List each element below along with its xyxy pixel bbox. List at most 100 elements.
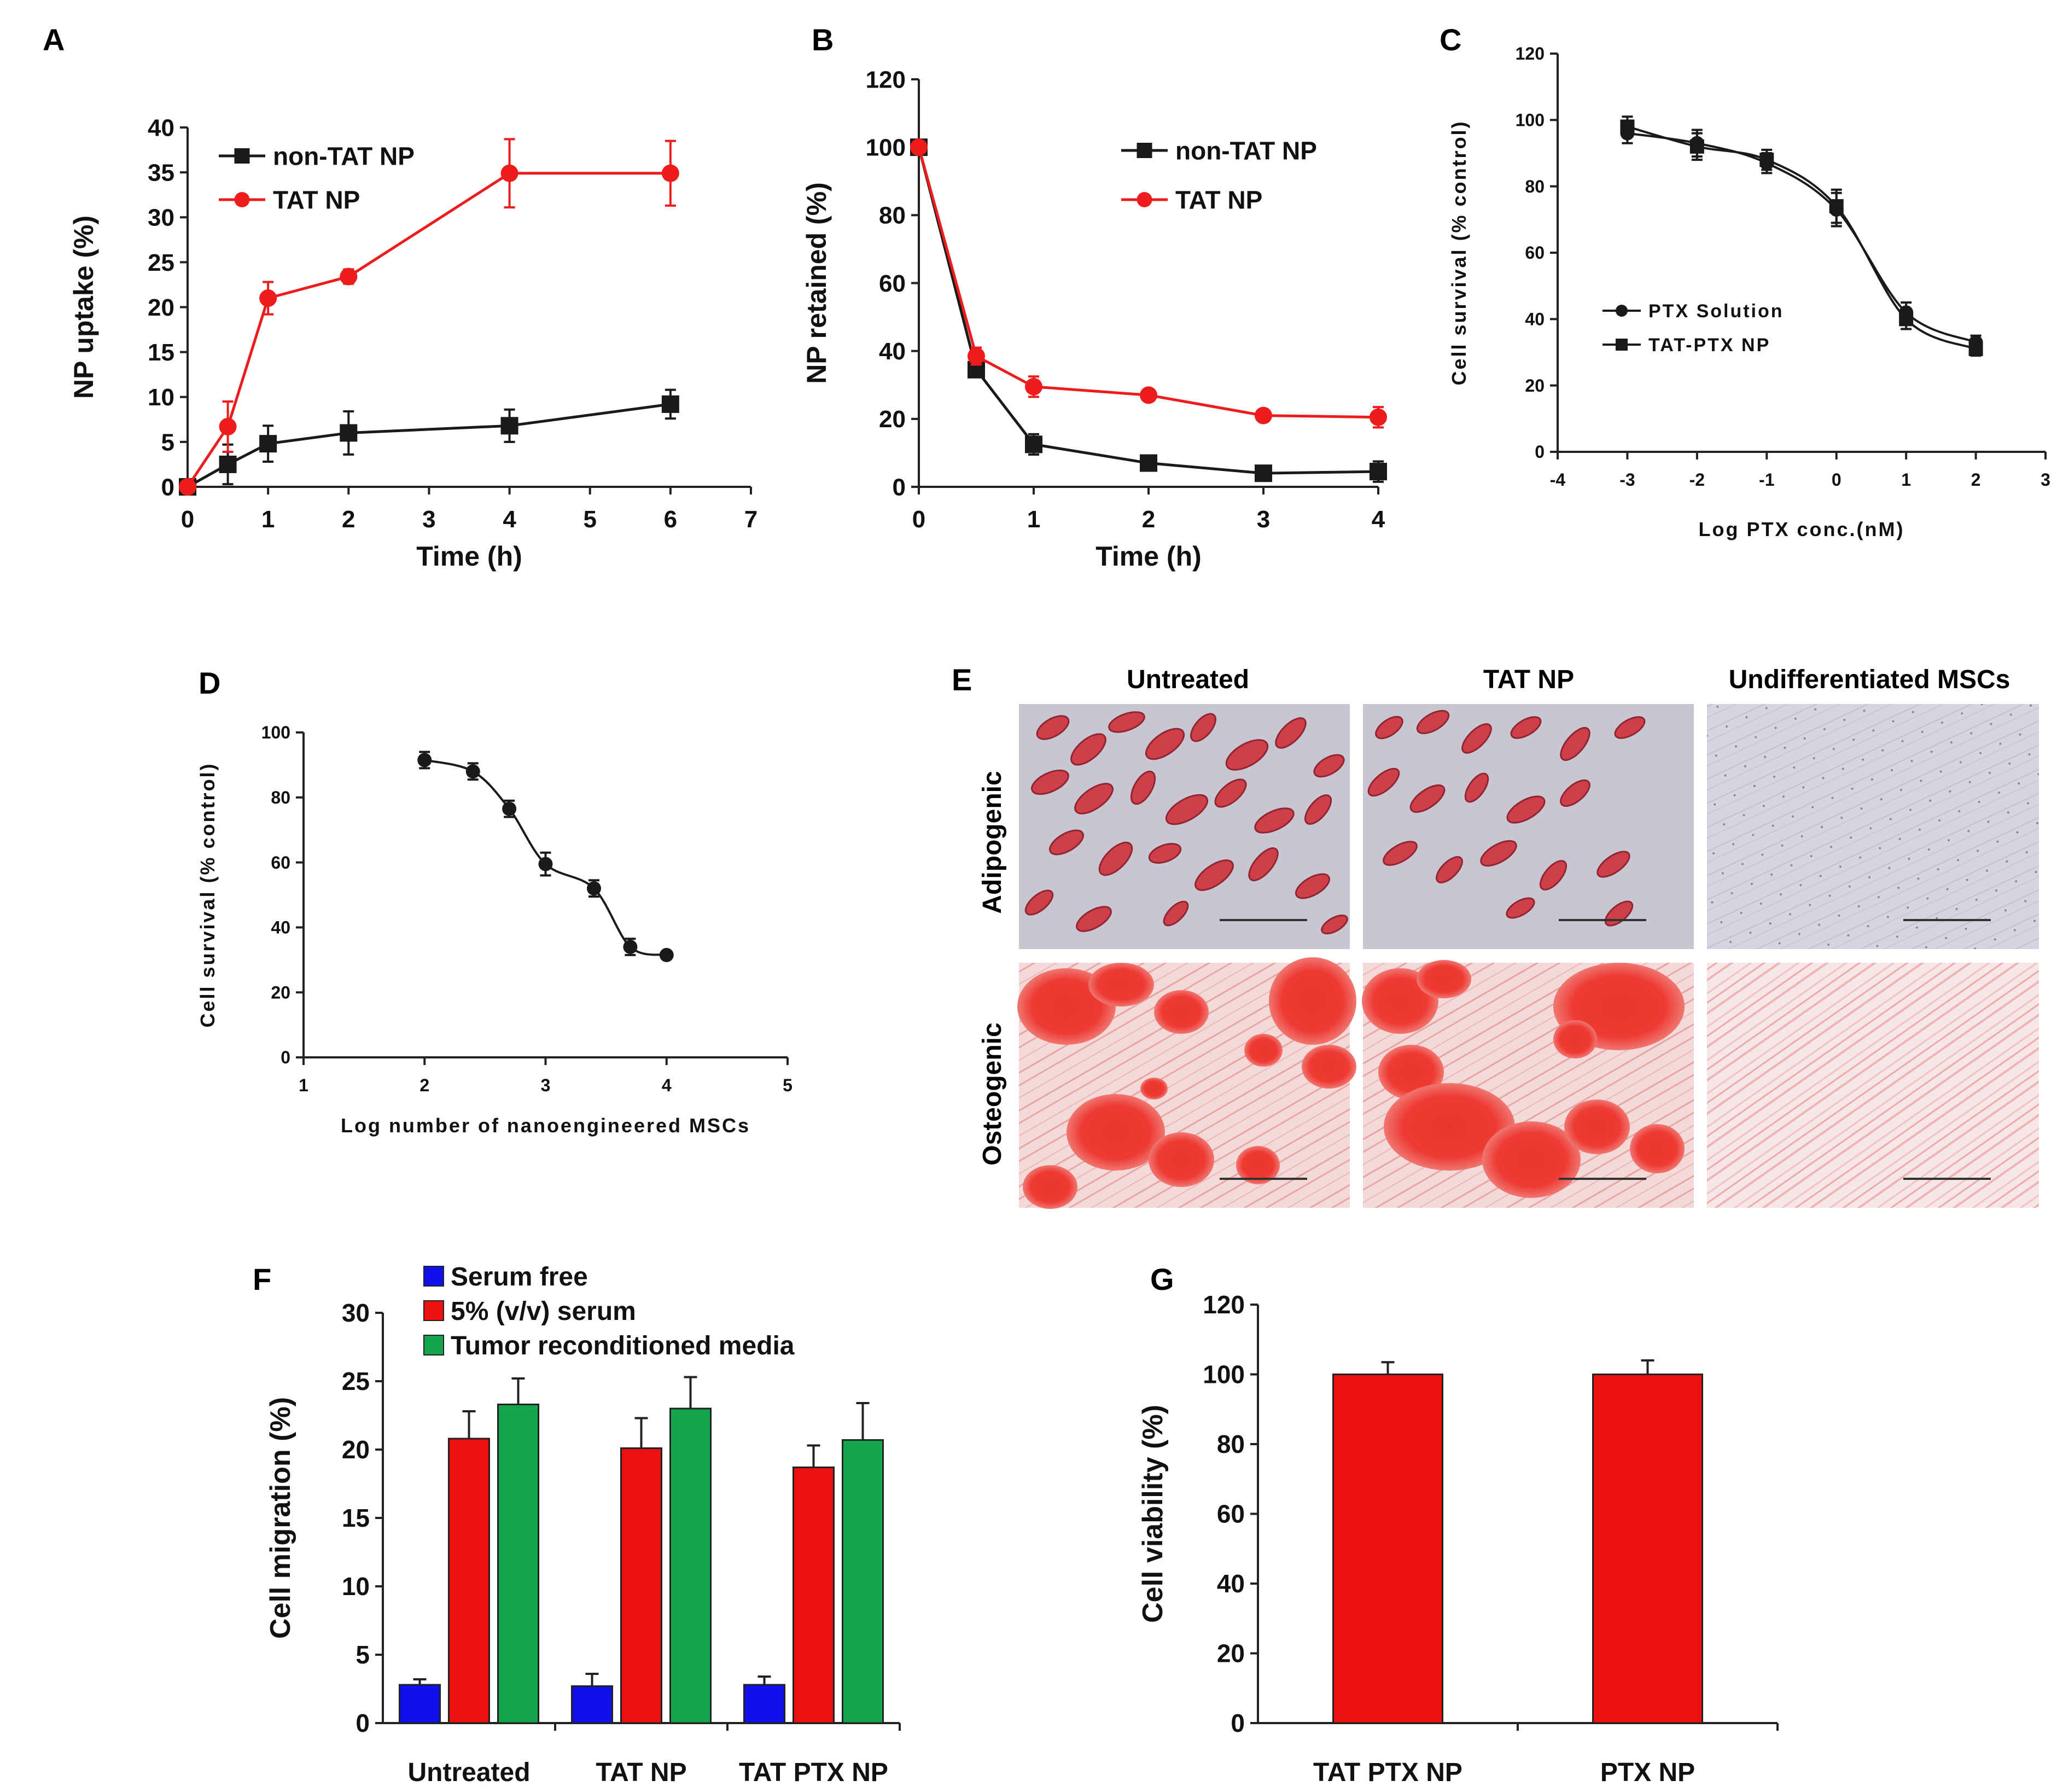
bar: [793, 1467, 835, 1724]
y-tick-label: 15: [148, 339, 174, 366]
panel-letter-c: C: [1440, 22, 1461, 57]
data-point: [1689, 139, 1704, 154]
y-tick-label: 15: [342, 1504, 370, 1532]
legend-label: non-TAT NP: [273, 142, 415, 171]
x-tick-label: 2: [1142, 506, 1155, 533]
legend-label: PTX Solution: [1648, 301, 1784, 322]
category-label: TAT NP: [596, 1758, 686, 1787]
series-line: [917, 147, 1379, 475]
data-point: [1025, 377, 1042, 395]
x-tick-label: -1: [1759, 470, 1774, 490]
chart-d-msc-dose-response: 0 20 40 60 80 100 1 2 3 4 5 Log number of nanoengin…: [196, 723, 793, 1137]
x-tick-label: 2: [342, 506, 355, 533]
bar: [497, 1404, 539, 1724]
data-point: [1140, 454, 1157, 472]
y-tick-label: 0: [281, 1048, 290, 1067]
data-point: [659, 947, 674, 962]
data-point: [1620, 119, 1635, 134]
bar: [1332, 1374, 1443, 1724]
data-point: [259, 435, 277, 453]
micrograph-adipogenic-untreated: [1019, 704, 1350, 949]
x-tick-label: 3: [541, 1075, 551, 1095]
x-tick-label: 0: [1832, 470, 1842, 490]
x-tick-label: 7: [744, 506, 757, 533]
micrograph-row-label: Adipogenic: [978, 771, 1007, 914]
y-tick-label: 25: [148, 249, 174, 276]
x-tick-label: 3: [1257, 506, 1270, 533]
data-point: [1759, 153, 1774, 167]
x-tick-label: -2: [1689, 470, 1705, 490]
micrograph-adipogenic-undifferentiated: [1707, 704, 2039, 949]
category-label: PTX NP: [1600, 1758, 1695, 1787]
bar: [1592, 1374, 1703, 1724]
legend-marker: [1137, 143, 1152, 158]
y-tick-label: 40: [271, 918, 290, 938]
y-axis-title: Cell survival (% control): [1448, 120, 1470, 385]
bar: [842, 1439, 884, 1724]
panel-letter-g: G: [1150, 1262, 1174, 1296]
x-axis-title: Log number of nanoengineered MSCs: [341, 1114, 750, 1137]
y-tick-label: 0: [356, 1709, 370, 1737]
x-tick-label: 1: [1027, 506, 1040, 533]
category-label: TAT PTX NP: [1313, 1758, 1462, 1787]
y-tick-label: 60: [1525, 243, 1545, 263]
chart-b-retention: 0 20 40 60 80 100 120 0 1 2 3 4 Time (h) NP retained …: [801, 66, 1387, 572]
data-point: [623, 940, 638, 955]
data-point: [1140, 386, 1157, 404]
micrograph-row-label: Osteogenic: [978, 1022, 1007, 1165]
x-tick-label: 4: [662, 1075, 672, 1095]
y-axis-title: Cell viability (%): [1137, 1405, 1169, 1623]
y-tick-label: 60: [879, 270, 906, 297]
y-axis-title: NP retained (%): [801, 182, 832, 384]
series-line: [186, 172, 671, 488]
legend-label: TAT-PTX NP: [1648, 335, 1770, 356]
x-tick-label: 2: [1971, 470, 1981, 490]
micrograph-adipogenic-tat-np: [1363, 704, 1694, 949]
data-point: [910, 138, 928, 156]
y-tick-label: 0: [161, 474, 174, 501]
x-tick-label: 2: [419, 1075, 429, 1095]
y-tick-label: 20: [879, 406, 906, 433]
x-tick-label: 3: [2041, 470, 2050, 490]
legend-label: Serum free: [451, 1262, 588, 1291]
y-tick-label: 60: [1217, 1500, 1245, 1528]
data-point: [500, 164, 518, 182]
data-point: [179, 478, 196, 496]
data-point: [587, 881, 601, 896]
y-tick-label: 100: [866, 135, 906, 161]
y-tick-label: 0: [1535, 442, 1545, 462]
y-tick-label: 35: [148, 160, 174, 187]
chart-a-uptake: 0 5 10 15 20 25 30 35 40 0 1 2 3 4 5 6 7 Time (h) NP uptak…: [68, 114, 757, 572]
x-tick-label: -4: [1550, 470, 1566, 490]
y-tick-label: 20: [148, 294, 174, 321]
data-point: [1255, 464, 1272, 482]
x-tick-label: 1: [1901, 470, 1911, 490]
data-point: [417, 753, 432, 767]
legend-label: TAT NP: [1175, 186, 1262, 214]
legend-label: TAT NP: [273, 186, 360, 214]
x-tick-label: 1: [261, 506, 275, 533]
data-point: [465, 764, 480, 779]
y-tick-label: 0: [893, 474, 906, 501]
series-line: [917, 147, 1379, 419]
y-tick-label: 30: [148, 205, 174, 231]
y-tick-label: 5: [356, 1640, 370, 1669]
y-axis-title: Cell survival (% control): [196, 762, 219, 1027]
y-tick-label: 10: [342, 1572, 370, 1601]
y-tick-label: 20: [342, 1435, 370, 1464]
x-tick-label: -3: [1619, 470, 1635, 490]
y-tick-label: 20: [1525, 376, 1545, 395]
y-tick-label: 0: [1231, 1709, 1245, 1737]
x-tick-label: 0: [181, 506, 194, 533]
data-point: [219, 417, 237, 435]
bar: [669, 1407, 712, 1724]
data-point: [1255, 406, 1272, 424]
data-point: [502, 801, 517, 816]
data-point: [538, 857, 553, 871]
y-tick-label: 40: [1525, 310, 1545, 329]
data-point: [1370, 463, 1387, 481]
category-label: Untreated: [407, 1758, 530, 1787]
bar: [571, 1685, 613, 1724]
legend-swatch: [423, 1335, 444, 1355]
